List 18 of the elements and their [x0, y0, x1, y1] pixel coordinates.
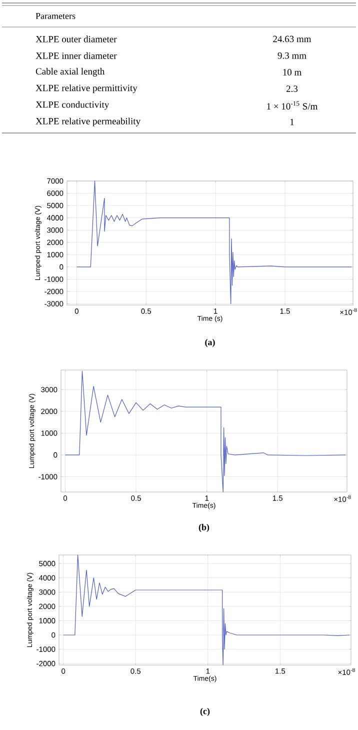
- text: 2.3: [286, 86, 298, 92]
- text: 9.3 mm: [278, 52, 306, 59]
- text: XLPE outer diameter: [36, 36, 117, 42]
- text: XLPE inner diameter: [36, 52, 117, 59]
- line-series: [64, 370, 346, 492]
- text: (a): [205, 338, 215, 348]
- text: XLPE relative permittivity: [36, 84, 138, 94]
- text: Parameters: [36, 13, 76, 20]
- text: 10 m: [283, 69, 302, 76]
- line-series: [76, 180, 352, 304]
- text: XLPE relative permeability: [36, 118, 141, 126]
- text: 1: [290, 118, 294, 126]
- text: Cable axial length: [36, 68, 105, 77]
- text: XLPE conductivity: [36, 101, 110, 110]
- text: 1 × 10$^{-15}$ S/m: [267, 101, 318, 110]
- text: 24.63 mm: [273, 36, 312, 42]
- text: (c): [200, 708, 210, 716]
- text: (b): [198, 524, 210, 532]
